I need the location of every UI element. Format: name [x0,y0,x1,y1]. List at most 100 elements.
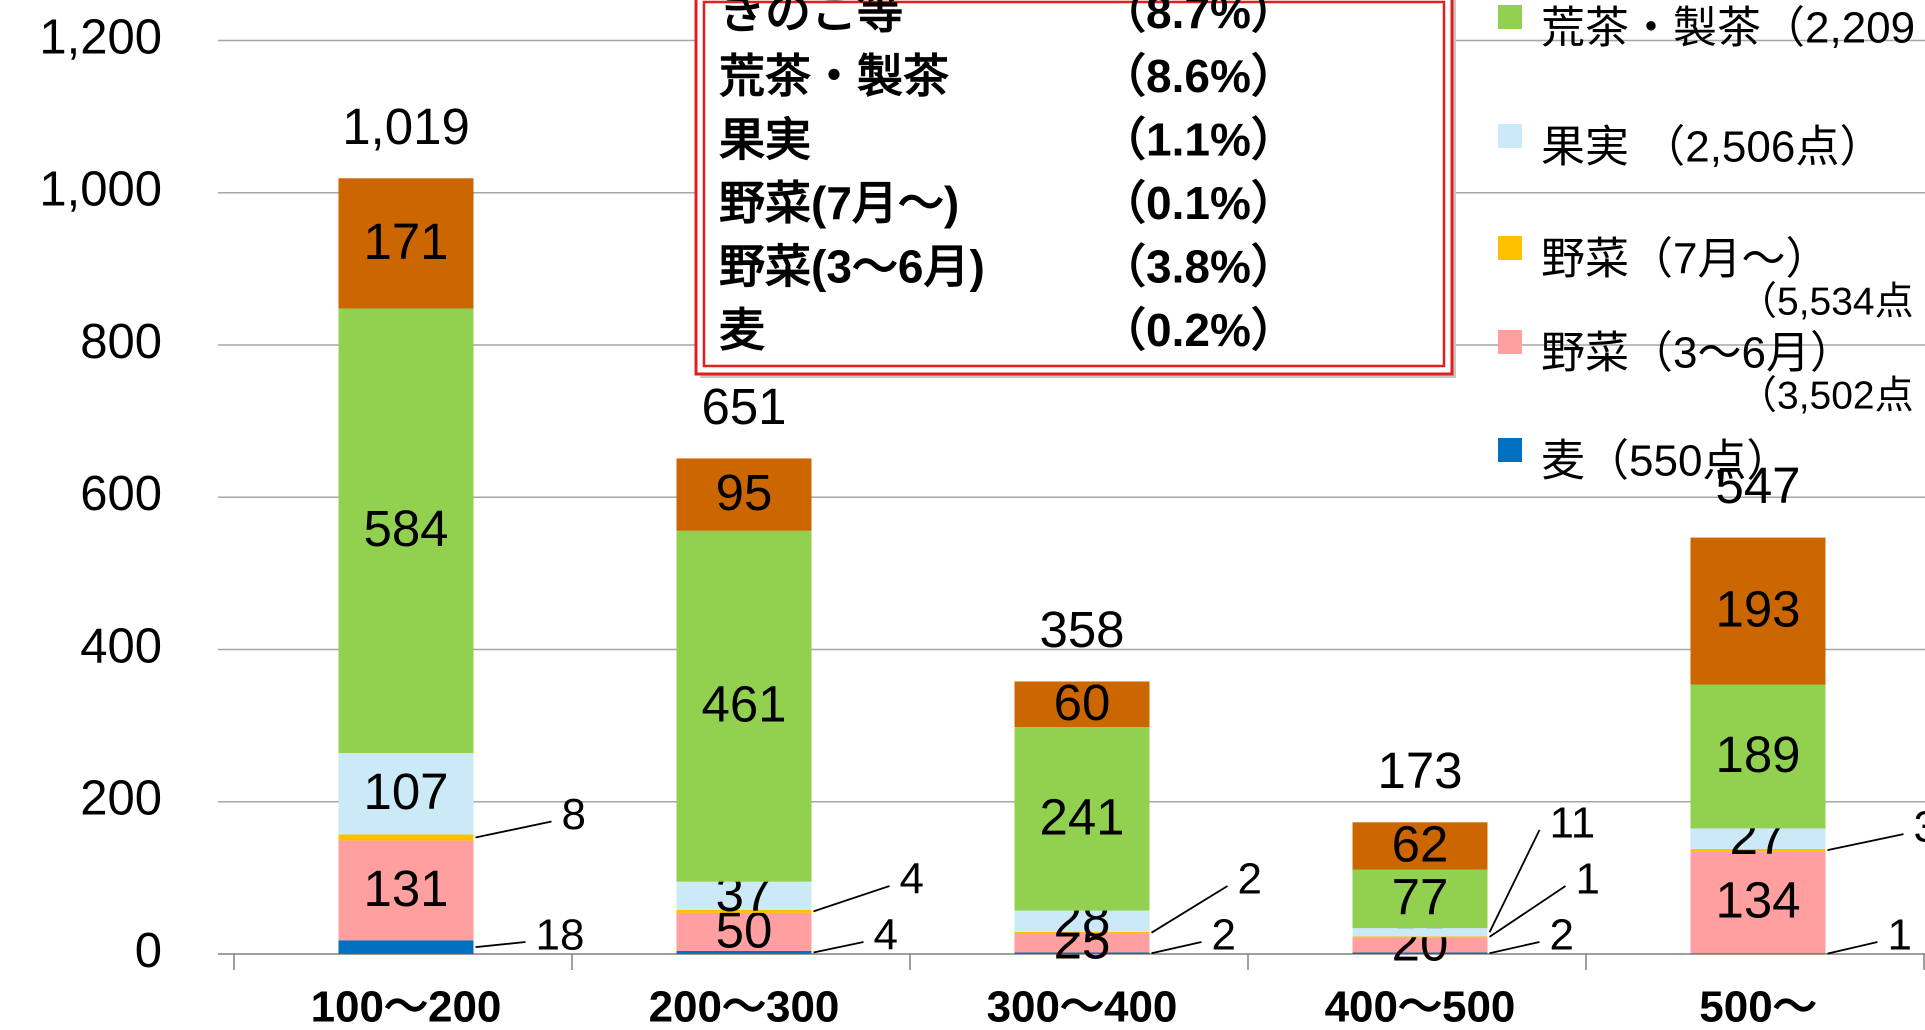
bar-segment [1352,928,1488,937]
data-label: 1 [1576,855,1600,904]
legend-label: 麦（550点） [1541,437,1790,486]
total-label: 173 [1377,742,1462,799]
share-name: きのこ等 [719,0,903,38]
total-label: 1,019 [342,98,470,155]
bar-segment [1690,848,1826,852]
bar-segment [1014,933,1150,953]
legend-label: （3,502点 [1738,374,1914,417]
data-label: 584 [363,500,448,557]
legend-label: 荒茶・製茶（2,209 [1541,4,1915,53]
legend-swatch [1498,124,1522,148]
bar-segment [338,178,474,309]
bar-segment [338,834,474,841]
data-label: 4 [874,911,898,960]
data-label: 193 [1715,581,1800,638]
bar-segment [1690,953,1826,954]
share-name: 果実 [719,113,811,165]
data-label: 18 [536,911,585,960]
x-tick-label: 300〜400 [987,983,1178,1030]
bar-segment [676,909,812,913]
share-value: （8.7%） [1100,0,1297,38]
x-tick-label: 500〜 [1699,983,1816,1030]
legend-label: 野菜（7月〜） [1541,235,1829,284]
y-tick-label: 800 [80,315,162,369]
bar-segment [1690,684,1826,829]
bar-segment [1352,936,1488,938]
bar-segment [1014,727,1150,911]
bar-segment [1014,931,1150,934]
data-label: 134 [1715,872,1800,929]
legend-label: 野菜（3〜6月） [1541,329,1854,378]
leader-line [813,941,864,954]
data-label: 2 [1212,911,1236,960]
leader-line [475,941,526,949]
bar-segment [1352,952,1488,954]
legend-swatch [1498,236,1522,260]
bar-segment [1014,910,1150,932]
bar-segment [1014,681,1150,728]
data-label: 4 [900,855,924,904]
legend-swatch [1498,330,1522,354]
share-value: （0.1%） [1100,177,1297,229]
leader-line [1488,829,1541,933]
bar-segment [676,912,812,951]
leader-line [1151,941,1202,955]
share-name: 野菜(3〜6月) [719,241,985,293]
legend-label: （5,534点 [1738,280,1914,323]
x-tick-label: 400〜500 [1325,983,1516,1030]
share-name: 麦 [719,304,765,356]
data-label: 11 [1550,799,1596,848]
data-label: 2 [1238,855,1262,904]
bar-segment [338,940,474,954]
bar-segment [338,840,474,941]
leader-line [1488,885,1567,938]
legend-label: 果実 （2,506点） [1541,123,1883,172]
bar-segment [1352,822,1488,870]
legend-swatch [1498,5,1522,29]
bar-segment [1690,828,1826,849]
data-label: 461 [701,676,786,733]
y-tick-label: 1,200 [39,10,162,64]
share-value: （1.1%） [1100,113,1297,165]
data-label: 62 [1392,815,1449,872]
share-box-inner [702,0,1446,368]
bar-segment [676,881,812,910]
x-tick-label: 200〜300 [649,983,840,1030]
data-label: 189 [1715,726,1800,783]
data-label: 131 [363,860,448,917]
share-name: 野菜(7月〜) [719,177,959,229]
data-label: 107 [363,763,448,820]
data-label: 60 [1054,674,1111,731]
data-label: 77 [1392,868,1449,925]
share-box [694,0,1454,376]
data-label: 241 [1039,788,1124,845]
data-label: 8 [562,790,586,839]
bar-segment [676,530,812,882]
y-tick-label: 1,000 [39,163,162,217]
bar-segment [1690,537,1826,685]
bar-segment [1352,937,1488,953]
y-tick-label: 600 [80,467,162,521]
y-tick-label: 400 [80,619,162,673]
share-name: 荒茶・製茶 [719,50,950,102]
share-value: （3.8%） [1100,241,1297,293]
legend-swatch [1498,438,1522,462]
bar-segment [1690,851,1826,954]
bar-segment [338,308,474,754]
leader-line [1827,941,1878,955]
share-value: （8.6%） [1100,50,1297,102]
total-label: 547 [1715,457,1800,514]
y-tick-label: 200 [80,772,162,826]
data-label: 1 [1888,911,1912,960]
bar-segment [1352,869,1488,929]
bar-segment [1014,952,1150,954]
data-label: 3 [1914,803,1925,852]
total-label: 651 [701,378,786,435]
leader-line [813,885,890,913]
leader-line [475,820,552,839]
leader-line [1489,941,1540,955]
bar-segment [676,950,812,954]
data-label: 95 [716,464,773,521]
